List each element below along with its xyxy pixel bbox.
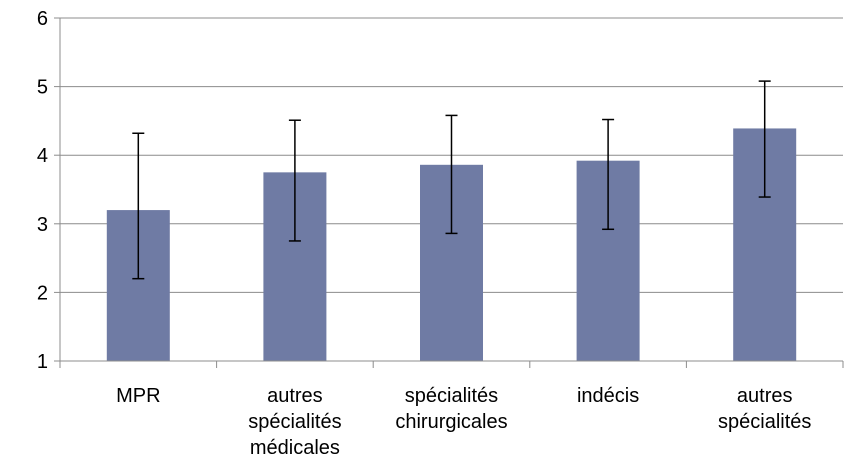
x-category-label-line: indécis [577,385,639,407]
y-tick-label: 3 [37,214,48,236]
x-category-label-line: chirurgicales [395,411,507,433]
y-tick-label: 1 [37,351,48,373]
y-tick-label: 6 [37,8,48,30]
x-category-label: spécialités chirurgicales [395,385,507,433]
x-category-label-line: autres [267,385,323,407]
x-category-label-line: autres [737,385,793,407]
x-category-label-line: spécialités [405,385,498,407]
y-tick-labels: 1 2 3 4 5 6 [37,8,48,373]
x-category-labels: MPR autres spécialités médicales spécialités… [116,385,811,459]
axes [54,17,844,368]
x-category-label: autres spécialités médicales [248,385,341,459]
y-tick-label: 5 [37,77,48,99]
x-category-label-line: MPR [116,385,160,407]
x-category-label-line: médicales [250,437,340,459]
x-category-label-line: spécialités [718,411,811,433]
y-tick-label: 4 [37,145,48,167]
bars [106,128,797,361]
x-category-label: indécis [577,385,639,407]
x-category-label-line: spécialités [248,411,341,433]
x-category-label: autres spécialités [718,385,811,433]
y-tick-label: 2 [37,282,48,304]
error-bars [132,80,771,280]
x-category-label: MPR [116,385,160,407]
